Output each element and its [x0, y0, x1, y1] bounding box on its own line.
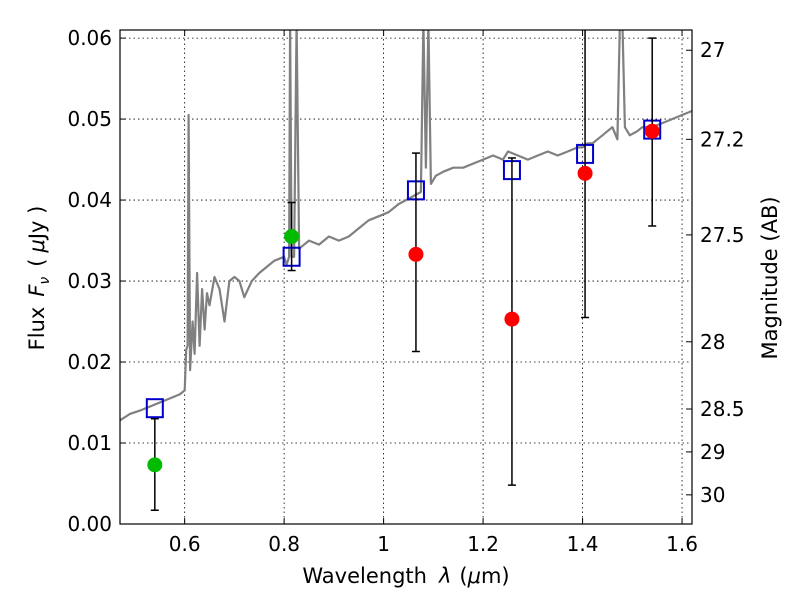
y2-tick-label: 29 [700, 440, 725, 464]
y2-tick-label: 28 [700, 330, 725, 354]
x-axis-label-text: Wavelength [302, 564, 427, 588]
x-tick-label: 1.6 [666, 532, 698, 556]
observed-point [504, 311, 520, 327]
x-tick-label: 1 [377, 532, 390, 556]
y-tick-label: 0.00 [67, 512, 112, 536]
y2-tick-label: 27 [700, 38, 725, 62]
observed-point [577, 165, 593, 181]
y-tick-label: 0.01 [67, 431, 112, 455]
y2-tick-label: 27.2 [700, 127, 745, 151]
y-tick-label: 0.06 [67, 26, 112, 50]
x-tick-label: 0.8 [268, 532, 300, 556]
x-tick-label: 0.6 [169, 532, 201, 556]
plot-frame [119, 29, 693, 525]
x-axis-label-symbol: λ [438, 564, 451, 588]
plot-area [120, 30, 692, 511]
axis-tick-labels: 0.6 0.8 1 1.2 1.4 1.6 0.00 0.01 0.02 0.03 0.04 0.05… [67, 26, 744, 556]
spectrum-line [120, 30, 692, 422]
x-tick-label: 1.4 [567, 532, 599, 556]
observed-point [644, 123, 660, 139]
y-tick-label: 0.04 [67, 188, 112, 212]
x-tick-label: 1.2 [467, 532, 499, 556]
y2-tick-label: 27.5 [700, 223, 745, 247]
y-tick-label: 0.03 [67, 269, 112, 293]
model-photometry-square [145, 398, 164, 419]
y2-axis-label: Magnitude (AB) [758, 196, 782, 359]
axis-ticks [120, 30, 692, 525]
y-axis-label-text: Flux [25, 307, 49, 351]
y-axis-label-unit-mu: μ [25, 239, 49, 253]
y-axis-label: Flux Fν ( μJy ) [25, 206, 53, 351]
x-axis-label: Wavelength λ (μm) [302, 564, 509, 588]
y-axis-label-subscript: ν [37, 277, 53, 285]
y-axis-label-unit-open: ( [25, 259, 49, 267]
observed-point [408, 246, 424, 262]
y-axis-label-unit-rest: Jy ) [25, 206, 49, 242]
observed-point [147, 457, 163, 473]
x-axis-label-unit-open: ( [459, 564, 467, 588]
y2-tick-label: 30 [700, 483, 725, 507]
y-tick-label: 0.05 [67, 107, 112, 131]
y-axis-label-symbol: F [25, 284, 49, 297]
observed-point [284, 229, 300, 245]
x-axis-label-unit-rest: m) [481, 564, 510, 588]
y2-tick-label: 28.5 [700, 397, 745, 421]
y-tick-label: 0.02 [67, 350, 112, 374]
x-axis-label-unit-mu: μ [467, 564, 481, 588]
